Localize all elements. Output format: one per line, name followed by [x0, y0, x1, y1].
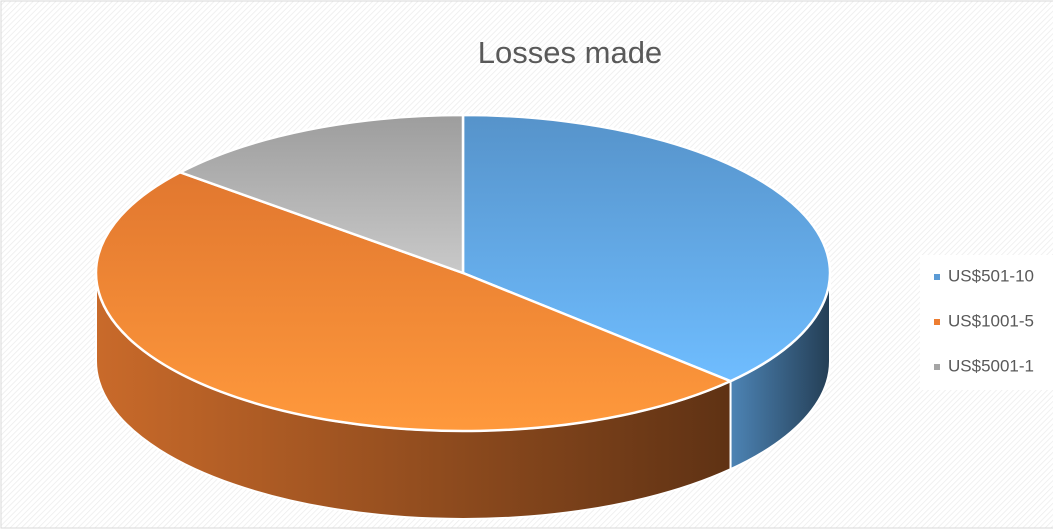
legend-marker [934, 274, 940, 280]
slice [94, 170, 734, 433]
legend-marker [934, 319, 940, 325]
legend-box [920, 255, 1053, 390]
chart-title: Losses made [478, 35, 662, 70]
legend-label: US$5001-1 [948, 356, 1034, 375]
slice [461, 113, 832, 383]
legend-label: US$1001-5 [948, 311, 1034, 330]
legend-label: US$501-10 [948, 266, 1034, 285]
legend-marker [934, 364, 940, 370]
slice [177, 113, 465, 275]
